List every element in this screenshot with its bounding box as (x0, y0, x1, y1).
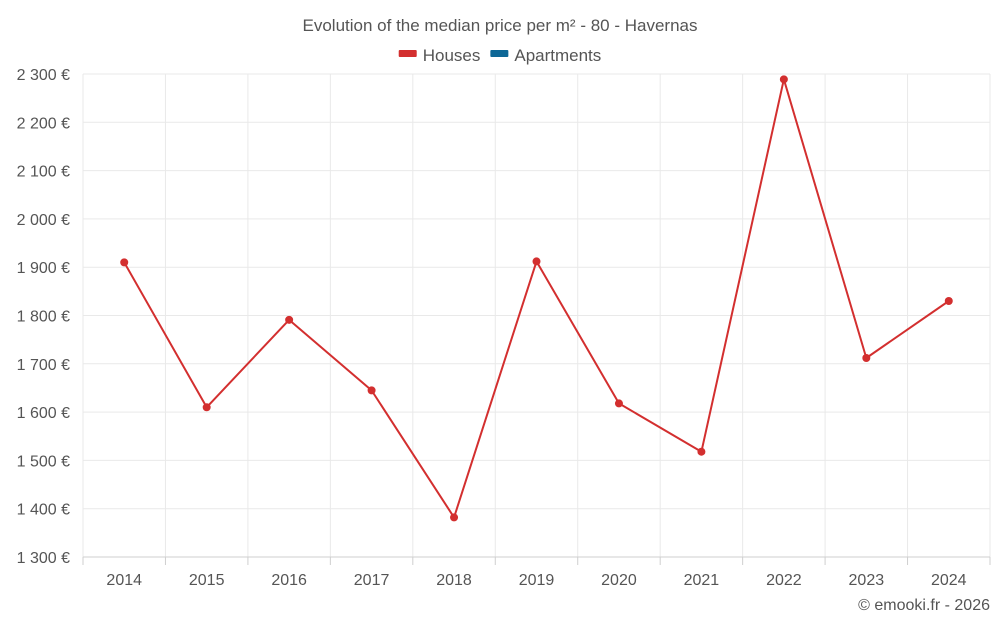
legend-swatch (490, 50, 509, 57)
legend-item-houses[interactable]: Houses (398, 46, 481, 65)
data-point-2024[interactable] (944, 297, 953, 306)
x-tick-label: 2014 (106, 572, 142, 589)
y-tick-label: 2 200 € (17, 115, 70, 132)
y-tick-label: 1 900 € (17, 260, 70, 277)
y-tick-label: 2 000 € (17, 212, 70, 229)
y-axis-ticks: 1 300 € 1 400 € 1 500 € 1 600 € 1 700 € 1 800… (17, 67, 70, 567)
x-tick-label: 2023 (849, 572, 885, 589)
y-tick-label: 1 800 € (17, 309, 70, 326)
y-tick-label: 1 300 € (17, 550, 70, 567)
data-point-2017[interactable] (367, 386, 376, 395)
y-tick-label: 1 400 € (17, 502, 70, 519)
x-tick-label: 2022 (766, 572, 802, 589)
data-point-2015[interactable] (202, 403, 211, 412)
x-tick-label: 2016 (271, 572, 307, 589)
data-point-2014[interactable] (120, 258, 129, 267)
series-layer (120, 75, 953, 522)
data-point-2016[interactable] (285, 315, 294, 324)
grid-horizontal (83, 73, 990, 510)
x-tick-label: 2015 (189, 572, 225, 589)
x-tick-label: 2018 (436, 572, 472, 589)
x-tick-label: 2024 (931, 572, 967, 589)
y-tick-label: 1 500 € (17, 453, 70, 470)
x-tick-label: 2019 (519, 572, 555, 589)
y-tick-label: 2 100 € (17, 164, 70, 181)
x-tick-label: 2020 (601, 572, 637, 589)
data-point-2020[interactable] (614, 399, 623, 408)
y-tick-label: 1 700 € (17, 357, 70, 374)
data-point-2018[interactable] (450, 513, 459, 522)
x-axis-ticks: 2014 2015 2016 2017 2018 2019 2020 2021 2022 2023… (82, 557, 991, 589)
chart-title: Evolution of the median price per m² - 8… (303, 16, 698, 35)
legend-label: Houses (423, 46, 481, 65)
data-point-2021[interactable] (697, 447, 706, 456)
legend-item-apartments[interactable]: Apartments (490, 46, 601, 65)
x-tick-label: 2017 (354, 572, 390, 589)
data-point-2019[interactable] (532, 257, 541, 266)
y-tick-label: 1 600 € (17, 405, 70, 422)
y-tick-label: 2 300 € (17, 67, 70, 84)
x-tick-label: 2021 (684, 572, 720, 589)
legend-label: Apartments (514, 46, 601, 65)
legend: Houses Apartments (398, 46, 601, 65)
data-point-2022[interactable] (779, 75, 788, 84)
data-point-2023[interactable] (862, 354, 871, 363)
credit-text: © emooki.fr - 2026 (858, 597, 990, 614)
legend-swatch (398, 50, 417, 57)
